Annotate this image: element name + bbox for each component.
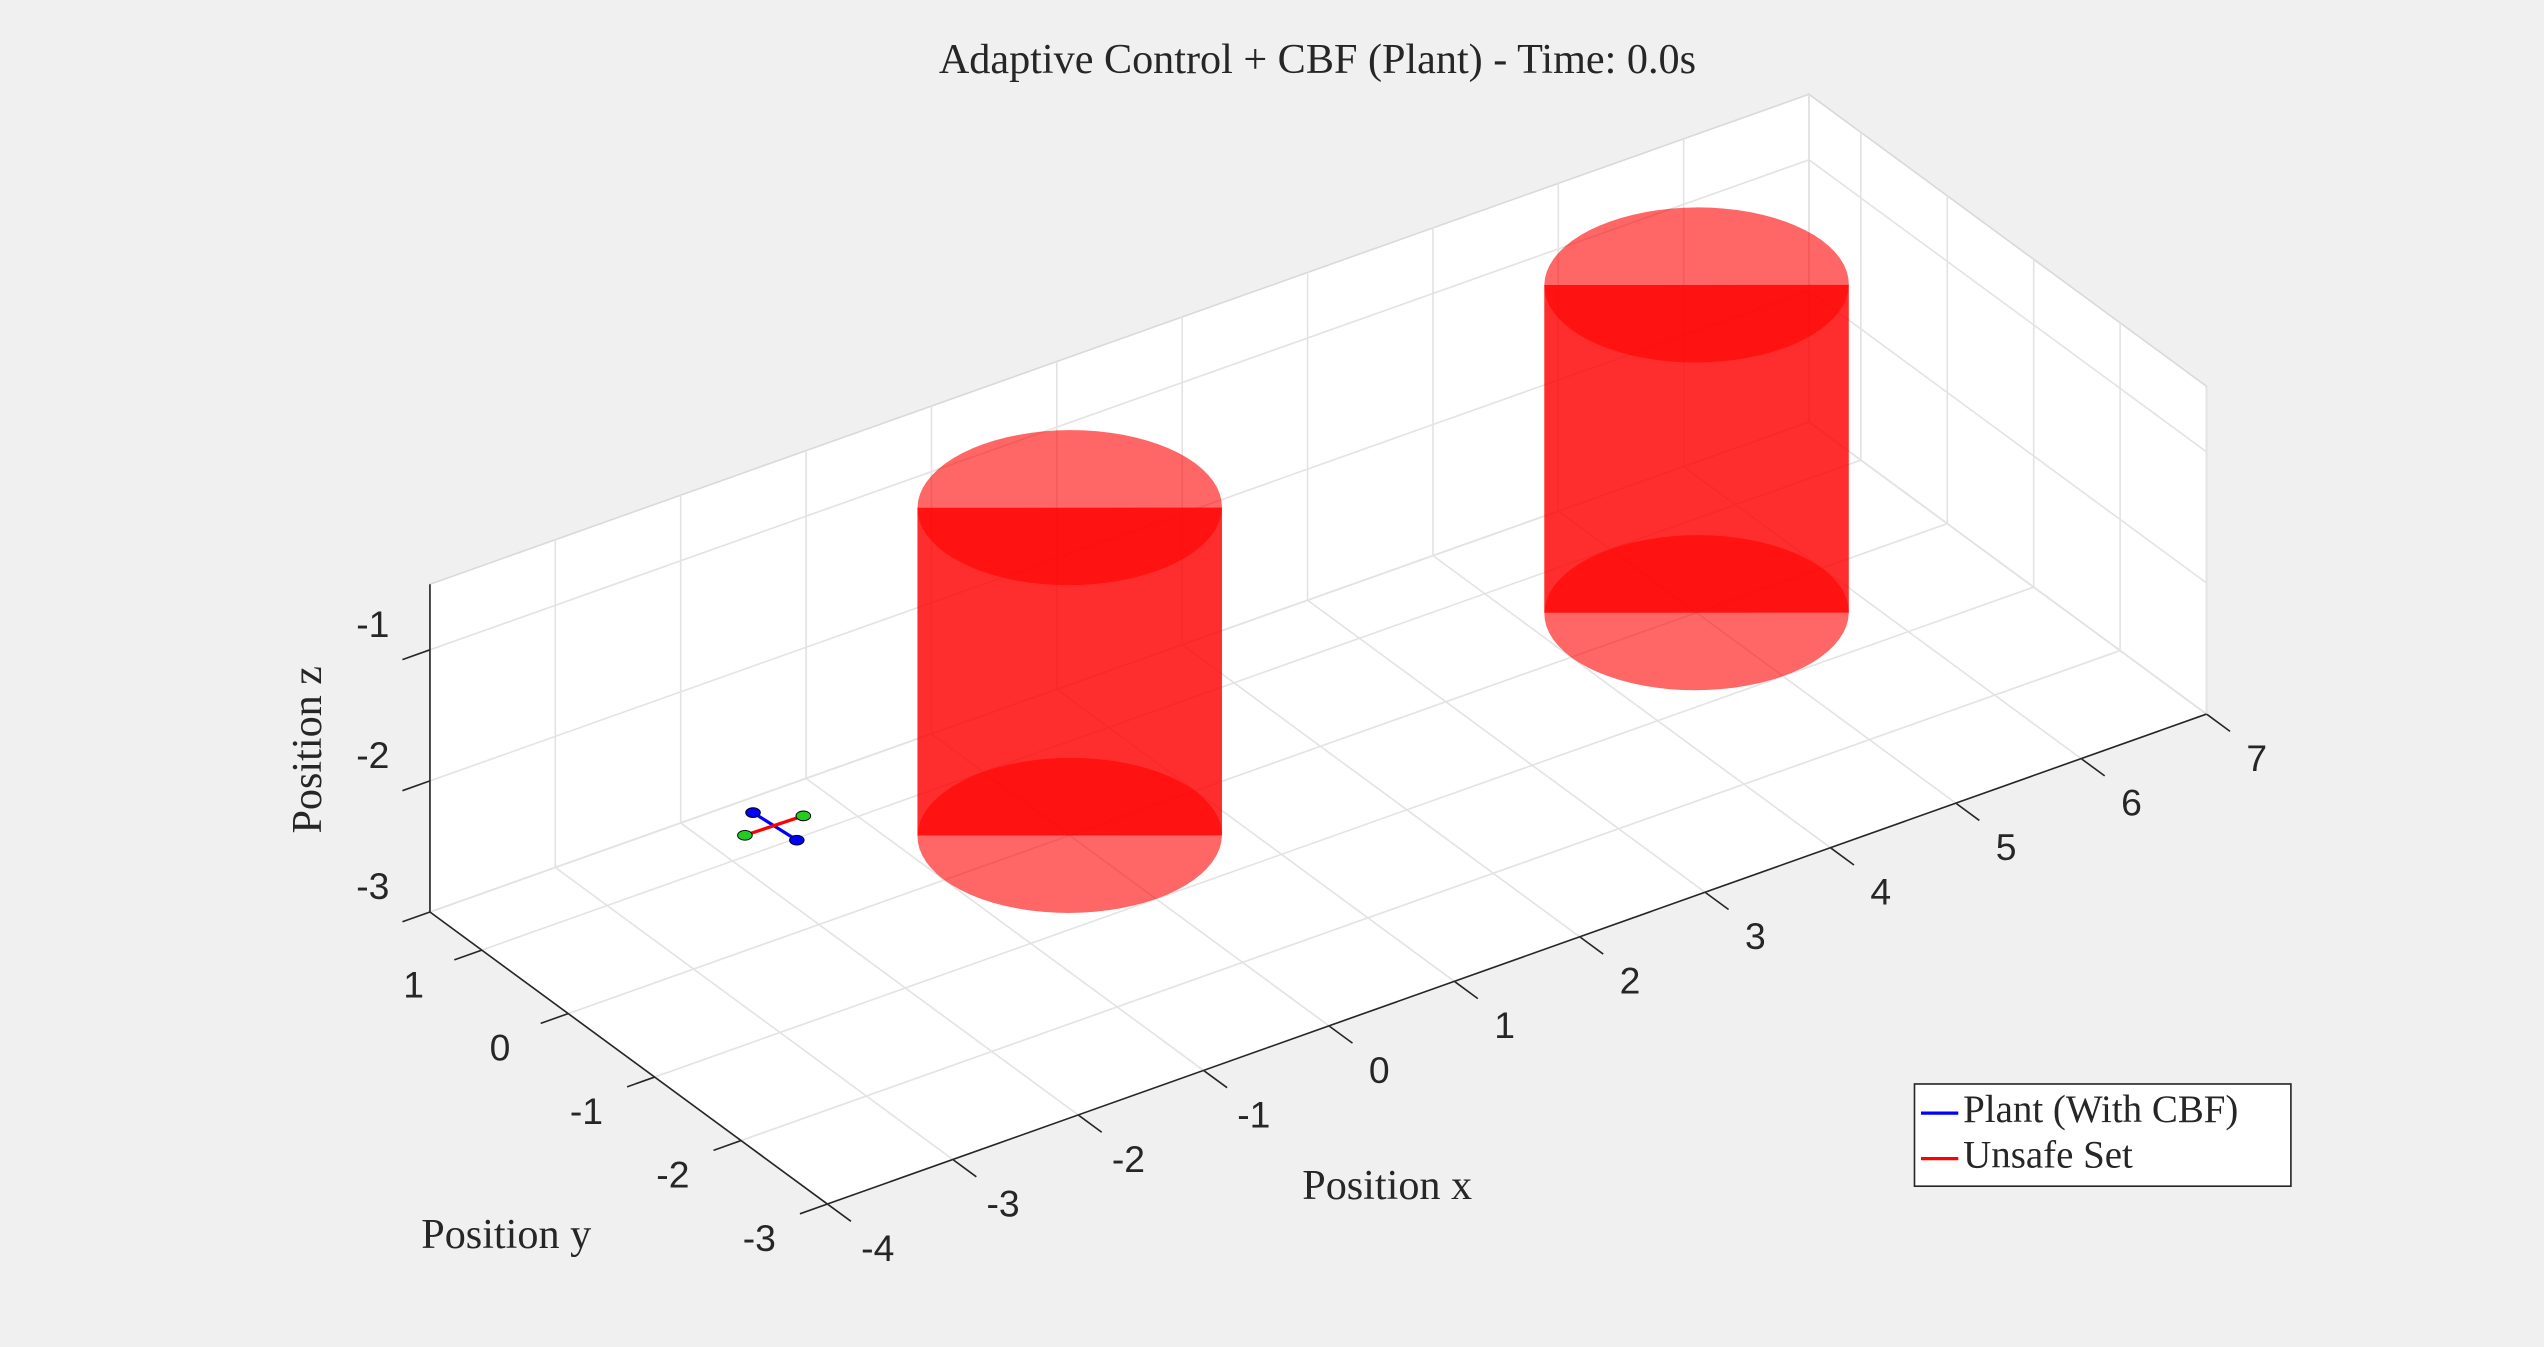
z-tick-label: -3 (356, 865, 389, 907)
x-tick-label: 5 (1996, 826, 2017, 868)
z-axis-label: Position z (284, 666, 331, 834)
grid-line (1432, 554, 1831, 849)
z-tick (402, 911, 431, 923)
y-tick-label: 1 (403, 963, 424, 1005)
grid-line (554, 866, 954, 1161)
x-tick-label: 6 (2121, 782, 2142, 824)
y-axis-label: Position y (421, 1211, 591, 1258)
plant-rotor (737, 829, 753, 841)
grid-line (680, 822, 1079, 1116)
cylinder-cap (917, 430, 1222, 586)
y-tick (540, 1012, 569, 1025)
x-tick (1328, 1025, 1353, 1044)
grid-line (654, 586, 2034, 1078)
x-tick-label: 2 (1620, 960, 1641, 1002)
x-tick (952, 1158, 977, 1178)
grid-line (1181, 644, 1581, 938)
x-tick (1704, 891, 1730, 911)
cylinder-cap (917, 757, 1222, 913)
y-tick (626, 1076, 655, 1088)
x-axis-label: Position x (1302, 1162, 1472, 1209)
plant-rotor (795, 810, 812, 822)
x-tick (1829, 847, 1855, 866)
cylinder-side (1544, 284, 1849, 613)
grid-line (740, 649, 2121, 1142)
x-tick-label: -1 (1237, 1093, 1270, 1135)
plot-area: -4 -3 -2 -1 0 1 2 3 4 5 6 7 -3 -2 -1 0 1 -3 -2 -1 (356, 92, 2267, 1269)
grid-line (1808, 159, 2208, 453)
legend-box (1913, 1083, 2292, 1188)
x-tick-label: 3 (1745, 915, 1766, 957)
chart-title: Adaptive Control + CBF (Plant) - Time: 0… (939, 36, 1696, 83)
x-tick-label: 1 (1494, 1004, 1515, 1046)
z-tick-label: -1 (356, 603, 389, 645)
y-tick-label: -1 (570, 1090, 603, 1132)
grid-line (1808, 290, 2208, 584)
x-tick (1955, 802, 1980, 822)
grid-line (805, 777, 1205, 1072)
x-tick (1203, 1069, 1228, 1089)
y-tick (799, 1203, 828, 1215)
z-tick (402, 649, 431, 661)
plant-rotor (745, 807, 761, 818)
x-tick-label: -2 (1112, 1138, 1145, 1180)
x-tick (2080, 757, 2106, 777)
x-axis-line (827, 713, 2207, 1205)
plant-arm (744, 814, 804, 837)
x-tick-label: -4 (861, 1227, 894, 1269)
x-tick-label: -3 (987, 1182, 1020, 1224)
y-tick (454, 949, 483, 961)
x-tick (1579, 936, 1604, 955)
grid-line (1808, 421, 2208, 715)
x-tick (1453, 980, 1479, 1000)
x-tick-label: 4 (1870, 871, 1891, 913)
cylinder-cap (1544, 207, 1849, 363)
plant-rotor (789, 834, 805, 846)
x-tick (826, 1203, 852, 1222)
cylinder-side (917, 507, 1222, 836)
legend-label: Unsafe Set (1963, 1134, 2133, 1177)
cylinder-cap (1544, 535, 1849, 691)
x-tick (1077, 1114, 1103, 1133)
x-tick-label: 0 (1369, 1049, 1390, 1091)
x-tick (2206, 713, 2231, 733)
plant-marker (737, 807, 812, 846)
y-tick-label: -3 (743, 1217, 776, 1259)
y-tick-label: 0 (490, 1027, 511, 1069)
legend: Plant (With CBF)Unsafe Set (1913, 1083, 2292, 1188)
z-tick (402, 780, 431, 792)
z-tick-label: -2 (356, 734, 389, 776)
y-tick (713, 1139, 742, 1152)
legend-label: Plant (With CBF) (1963, 1088, 2238, 1131)
y-tick-label: -2 (656, 1154, 689, 1196)
grid-line (1307, 599, 1706, 893)
y-axis-line (429, 911, 828, 1205)
x-tick-label: 7 (2246, 737, 2267, 779)
